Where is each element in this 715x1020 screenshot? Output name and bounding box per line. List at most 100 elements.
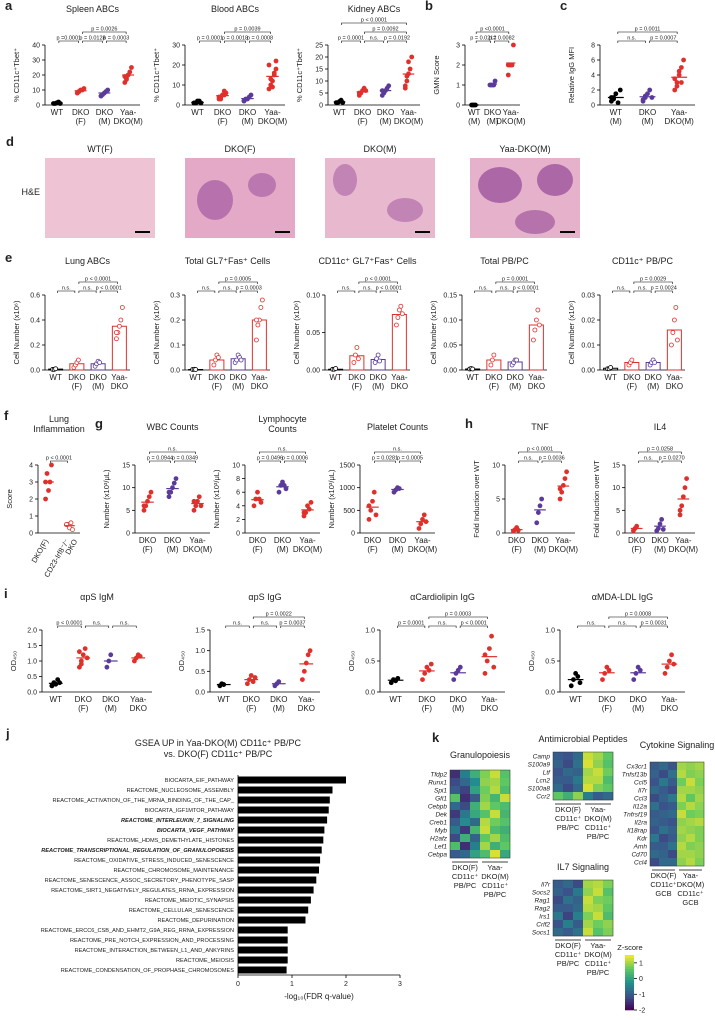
data-point bbox=[82, 646, 88, 651]
data-point bbox=[198, 503, 204, 509]
image-title: WT(F) bbox=[87, 144, 112, 154]
heatmap-cell bbox=[659, 818, 669, 827]
heatmap-cell bbox=[563, 896, 574, 905]
heatmap-cell bbox=[668, 770, 678, 779]
x-tick-label: (M) bbox=[273, 704, 285, 713]
heatmap-frame bbox=[552, 879, 614, 937]
x-tick-label: 2 bbox=[344, 981, 348, 988]
colorbar-step bbox=[625, 1007, 634, 1011]
y-axis-label: % CD11c⁺Tbet⁺ bbox=[295, 48, 304, 102]
p-value: p = 0.0011 bbox=[635, 27, 661, 33]
bar bbox=[238, 906, 309, 914]
p-value: p = 0.0006 bbox=[282, 456, 308, 462]
data-point bbox=[119, 305, 125, 310]
p-value: p = 0.0018 bbox=[222, 36, 248, 42]
heatmap-cell bbox=[659, 834, 669, 843]
data-point bbox=[659, 517, 665, 522]
p-value: n.s. bbox=[618, 621, 627, 627]
data-point bbox=[268, 76, 274, 82]
gene-label: Dek bbox=[435, 812, 447, 819]
y-tick-label: 0.5 bbox=[195, 669, 205, 676]
x-tick-label: 1 bbox=[290, 981, 294, 988]
column-group-label: PB/PC bbox=[557, 823, 580, 832]
heatmap-cell bbox=[573, 896, 584, 905]
data-point bbox=[124, 77, 129, 82]
x-tick-label: DKO bbox=[481, 704, 498, 713]
p-value: p = 0.0281 bbox=[372, 456, 398, 462]
heatmap-cell bbox=[686, 850, 696, 859]
data-point bbox=[78, 661, 84, 667]
gene-label: Lcn2 bbox=[536, 778, 550, 785]
x-tick-label: Yaa- bbox=[400, 108, 417, 117]
bar bbox=[238, 916, 306, 924]
heatmap-cell bbox=[659, 850, 669, 859]
colorbar-step bbox=[625, 1001, 634, 1005]
heatmap-cell bbox=[573, 752, 584, 761]
heatmap-cell bbox=[686, 834, 696, 843]
column-group-label: PB/PC bbox=[587, 968, 610, 977]
significance-bracket bbox=[252, 625, 278, 628]
p-value: p = 0.0944 bbox=[147, 456, 173, 462]
data-point bbox=[672, 87, 678, 93]
significance-bracket bbox=[252, 616, 305, 619]
category-label: REACTOME_TRANSCRIPTIONAL_REGULATION_OF_G… bbox=[41, 848, 234, 854]
chart-title: Lung ABCs bbox=[65, 256, 111, 266]
chart-title: αCardiolipin IgG bbox=[410, 592, 475, 602]
y-tick-label: 0 bbox=[29, 531, 33, 538]
gene-label: Kdr bbox=[637, 836, 648, 843]
data-point bbox=[406, 59, 411, 65]
category-label: BIOCARTA_IGF1MTOR_PATHWAY bbox=[145, 808, 235, 814]
p-value: p = 0.0128 bbox=[79, 36, 105, 42]
data-point bbox=[301, 510, 307, 515]
heatmap-cell bbox=[500, 786, 511, 795]
p-value: p = 0.0258 bbox=[647, 447, 673, 453]
data-point bbox=[677, 512, 683, 518]
heatmap-cell bbox=[480, 818, 491, 827]
column-group-label: PB/PC bbox=[557, 959, 580, 968]
x-tick-label: Yaa- bbox=[111, 373, 128, 382]
x-tick-label: (F) bbox=[357, 117, 368, 126]
data-point bbox=[470, 366, 476, 372]
heatmap-cell bbox=[480, 810, 491, 819]
heatmap-cell bbox=[470, 826, 481, 835]
data-point bbox=[428, 661, 434, 667]
colorbar-step bbox=[625, 977, 634, 981]
panel-letter: f bbox=[4, 408, 9, 423]
data-point bbox=[266, 62, 272, 68]
data-point bbox=[634, 523, 640, 529]
data-point bbox=[662, 671, 668, 676]
column-group-label: CD11c⁺ bbox=[555, 950, 581, 959]
heatmap-cell bbox=[563, 912, 574, 921]
heatmap-cell bbox=[695, 858, 705, 867]
x-tick-label: (M) bbox=[487, 117, 499, 126]
significance-bracket bbox=[495, 290, 514, 293]
significance-bracket bbox=[50, 460, 68, 463]
x-tick-label: Yaa- bbox=[189, 536, 206, 545]
x-tick-label: (M) bbox=[468, 117, 480, 126]
data-point bbox=[307, 648, 313, 654]
heatmap-cell bbox=[573, 776, 584, 785]
data-point bbox=[424, 664, 430, 670]
heatmap-cell bbox=[603, 896, 614, 905]
y-tick-label: 1.0 bbox=[545, 628, 555, 635]
x-tick-label: DKO bbox=[661, 704, 678, 713]
column-group-label: DKO(F) bbox=[555, 805, 581, 814]
y-tick-label: 1.5 bbox=[195, 628, 205, 635]
heatmap-cell bbox=[677, 850, 687, 859]
significance-bracket bbox=[58, 40, 79, 43]
significance-bracket bbox=[649, 40, 678, 43]
p-value: p < 0.0001 bbox=[513, 286, 539, 292]
data-point bbox=[146, 494, 152, 500]
p-value: p = 0.0029 bbox=[640, 277, 666, 283]
significance-bracket bbox=[78, 281, 118, 284]
y-tick-label: 0.02 bbox=[581, 318, 595, 325]
x-tick-label: Yaa- bbox=[391, 373, 408, 382]
significance-bracket bbox=[174, 460, 196, 463]
x-tick-label: Yaa- bbox=[120, 108, 137, 117]
heatmap-cell bbox=[573, 888, 584, 897]
category-label: REACTOME_DEPURINATION bbox=[157, 918, 234, 924]
heatmap-cell bbox=[460, 786, 471, 795]
y-tick-label: 0.5 bbox=[27, 674, 37, 681]
data-point bbox=[492, 78, 498, 84]
data-point bbox=[680, 494, 686, 500]
